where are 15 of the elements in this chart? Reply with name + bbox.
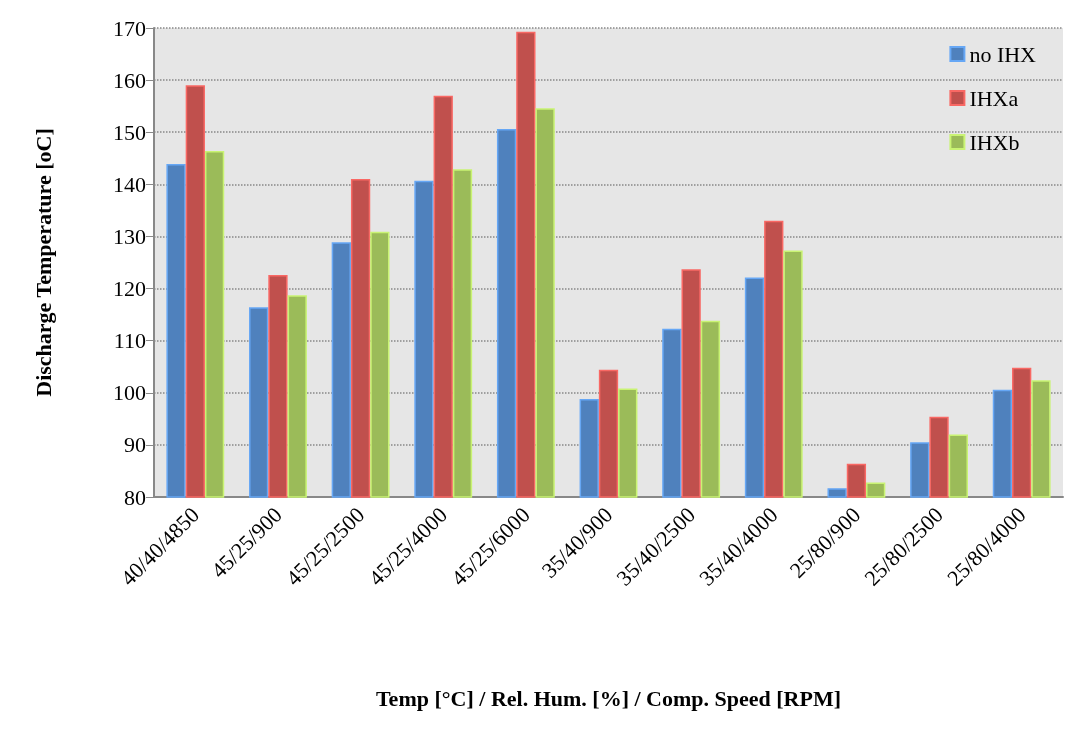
legend-label: IHXb — [969, 129, 1020, 155]
y-tick-label: 110 — [113, 328, 146, 354]
y-tick-label: 120 — [113, 276, 146, 302]
y-tick-label: 150 — [113, 119, 146, 145]
y-tick-label: 160 — [113, 67, 146, 93]
y-tick-label: 140 — [113, 171, 146, 197]
legend-label: no IHX — [969, 41, 1037, 67]
y-axis-title: Discharge Temperature [oC] — [30, 128, 56, 397]
x-axis-title: Temp [°C] / Rel. Hum. [%] / Comp. Speed [RPM] — [375, 685, 842, 711]
y-tick-label: 100 — [113, 380, 146, 406]
y-tick-label: 90 — [124, 432, 146, 458]
y-tick-label: 80 — [124, 484, 146, 510]
legend-label: IHXa — [969, 85, 1019, 111]
y-tick-label: 130 — [113, 223, 146, 249]
y-tick-label: 170 — [113, 15, 146, 41]
